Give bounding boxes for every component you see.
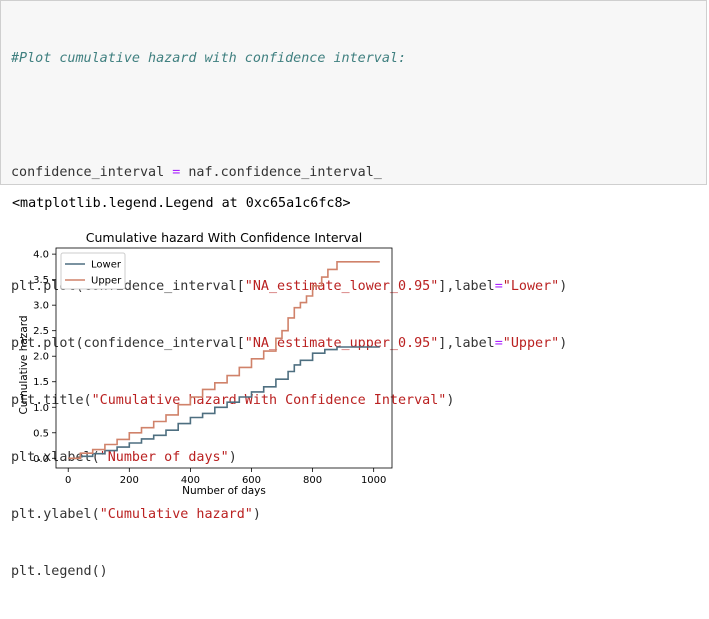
code-line-xlabel: plt.xlabel("Number of days") bbox=[11, 448, 567, 467]
y-axis-label: Cumulative hazard bbox=[18, 315, 30, 414]
y-tick-label: 2.0 bbox=[33, 352, 49, 363]
code-token: ) bbox=[446, 393, 455, 408]
code-token: ) bbox=[228, 450, 237, 465]
code-operator: = bbox=[494, 336, 503, 351]
code-line-ci: confidence_interval = naf.confidence_int… bbox=[11, 163, 567, 182]
code-operator: = bbox=[164, 165, 189, 180]
series-line-upper bbox=[68, 261, 380, 460]
y-tick-label: 1.0 bbox=[33, 403, 49, 414]
code-token: plt.ylabel( bbox=[11, 507, 100, 522]
legend-label: Upper bbox=[91, 276, 122, 287]
code-operator: = bbox=[494, 279, 503, 294]
code-token: ],label bbox=[438, 279, 495, 294]
series-line-lower bbox=[68, 346, 380, 460]
x-tick-label: 200 bbox=[120, 475, 139, 486]
y-tick-label: 0.5 bbox=[33, 428, 49, 439]
chart-title: Cumulative hazard With Confidence Interv… bbox=[86, 230, 362, 245]
plot-area: 0 200 400 600 800 1000 0.0 0.5 1.0 1.5 2.0 2.5 3.0 3.… bbox=[33, 247, 393, 486]
code-string: "Upper" bbox=[502, 336, 560, 351]
cumulative-hazard-chart: Cumulative hazard With Confidence Interv… bbox=[18, 230, 393, 497]
y-tick-label: 0.0 bbox=[33, 454, 49, 465]
code-token: ) bbox=[559, 336, 568, 351]
code-string: "Lower" bbox=[502, 279, 560, 294]
code-line-plot-lower: plt.plot(confidence_interval["NA_estimat… bbox=[11, 277, 567, 296]
x-tick-label: 400 bbox=[181, 475, 200, 486]
code-string: "Number of days" bbox=[99, 450, 229, 465]
y-tick-label: 2.5 bbox=[33, 326, 49, 337]
x-tick-label: 0 bbox=[65, 475, 71, 486]
code-line-plot-upper: plt.plot(confidence_interval["NA_estimat… bbox=[11, 334, 567, 353]
code-comment: #Plot cumulative hazard with confidence … bbox=[11, 51, 407, 66]
code-token: ) bbox=[252, 507, 261, 522]
code-line-blank bbox=[11, 106, 567, 125]
code-token: plt.legend() bbox=[11, 564, 108, 579]
code-token: plt.title( bbox=[11, 393, 92, 408]
code-line-ylabel: plt.ylabel("Cumulative hazard") bbox=[11, 505, 567, 524]
legend-label: Lower bbox=[91, 260, 122, 271]
code-string: "NA_estimate_lower_0.95" bbox=[244, 279, 439, 294]
y-tick-label: 3.5 bbox=[33, 275, 49, 286]
code-token: plt.plot(confidence_interval[ bbox=[11, 336, 245, 351]
x-tick-label: 800 bbox=[303, 475, 322, 486]
y-tick-label: 1.5 bbox=[33, 377, 49, 388]
x-tick-label: 1000 bbox=[361, 475, 386, 486]
code-cell[interactable]: #Plot cumulative hazard with confidence … bbox=[0, 0, 707, 579]
code-string: "NA_estimate_upper_0.95" bbox=[244, 336, 439, 351]
x-axis-label: Number of days bbox=[182, 485, 266, 497]
code-token: confidence_interval bbox=[11, 165, 165, 180]
code-token: ) bbox=[559, 279, 568, 294]
code-line-comment: #Plot cumulative hazard with confidence … bbox=[11, 49, 567, 68]
y-tick-label: 4.0 bbox=[33, 250, 49, 261]
code-line-legend: plt.legend() bbox=[11, 562, 567, 581]
y-tick-label: 3.0 bbox=[33, 301, 49, 312]
cell-output-text: <matplotlib.legend.Legend at 0xc65a1c6fc… bbox=[12, 196, 351, 211]
code-token: plt.xlabel( bbox=[11, 450, 100, 465]
plot-frame bbox=[55, 247, 393, 469]
code-string: "Cumulative hazard" bbox=[99, 507, 253, 522]
x-tick-label: 600 bbox=[242, 475, 261, 486]
code-token: naf.confidence_interval_ bbox=[188, 165, 382, 180]
code-token: ],label bbox=[438, 336, 495, 351]
